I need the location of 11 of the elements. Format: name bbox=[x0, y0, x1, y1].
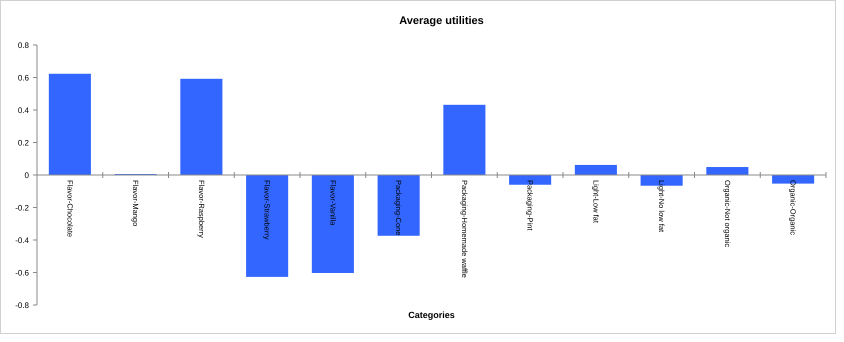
chart-title: Average utilities bbox=[399, 15, 484, 27]
y-tick-label: 0 bbox=[24, 170, 30, 180]
y-tick-label: -0.2 bbox=[15, 203, 30, 212]
x-axis-title: Categories bbox=[408, 310, 455, 320]
y-tick-label: 0.2 bbox=[18, 138, 30, 148]
y-tick-label: -0.6 bbox=[15, 268, 30, 278]
y-tick-label: 0.8 bbox=[18, 40, 30, 50]
y-tick-label: -0.8 bbox=[15, 300, 30, 310]
y-tick-label: -0.4 bbox=[15, 236, 30, 245]
y-tick-label: 0.6 bbox=[18, 73, 30, 82]
y-tick-label: 0.4 bbox=[18, 106, 30, 115]
